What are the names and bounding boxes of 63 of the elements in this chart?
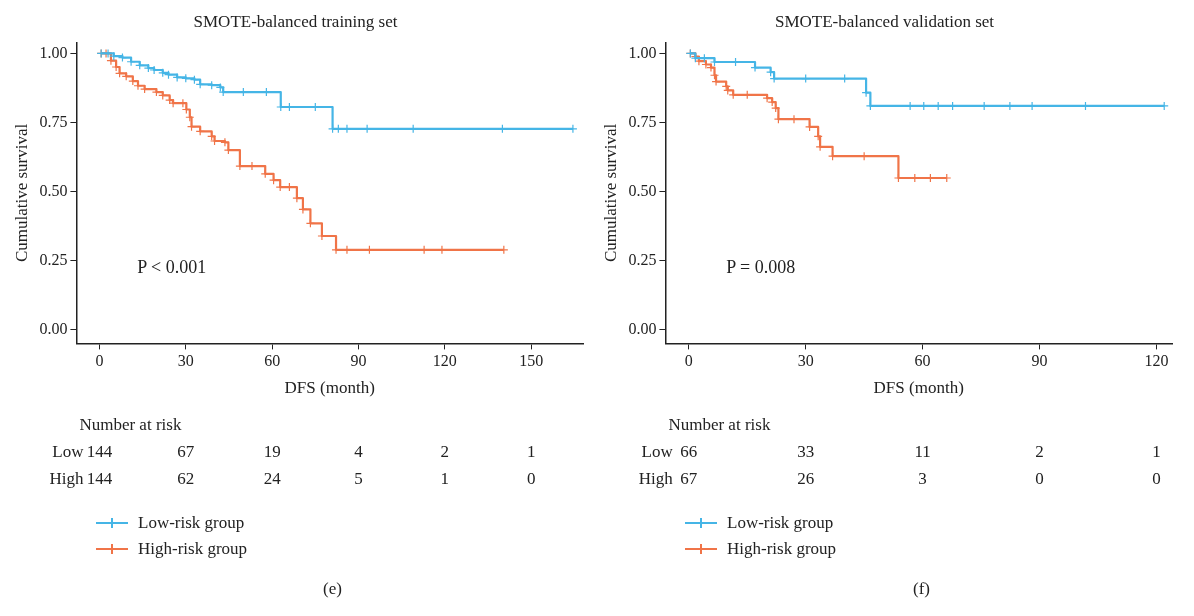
text: 11 xyxy=(914,441,931,461)
text: 3 xyxy=(918,468,927,488)
text: 2 xyxy=(1035,441,1044,461)
x-tick-label: 120 xyxy=(1144,352,1169,370)
x-tick-label: 0 xyxy=(95,352,104,370)
text: Number at risk xyxy=(668,414,771,434)
legend-label: High-risk group xyxy=(138,539,248,559)
text: (f) xyxy=(912,579,931,599)
x-axis-title: DFS (month) xyxy=(284,378,375,398)
x-axis-title: DFS (month) xyxy=(873,378,964,398)
legend-label: High-risk group xyxy=(727,539,837,559)
y-tick-label: 0.00 xyxy=(628,319,657,337)
text: High xyxy=(638,468,674,488)
text: 0 xyxy=(1152,468,1161,488)
text: 1 xyxy=(440,468,450,488)
text: Low xyxy=(52,441,85,461)
text: 19 xyxy=(263,441,281,461)
text: 67 xyxy=(680,468,698,488)
text: 1 xyxy=(1152,441,1161,461)
text: 0 xyxy=(526,468,536,488)
x-tick-label: 90 xyxy=(350,352,367,370)
text: 144 xyxy=(86,441,113,461)
legend-label: Low-risk group xyxy=(138,513,245,533)
text: 5 xyxy=(354,468,363,488)
text: 66 xyxy=(680,441,698,461)
x-tick-label: 30 xyxy=(177,352,194,370)
chart-title: SMOTE-balanced validation set xyxy=(774,11,995,31)
legend-label: Low-risk group xyxy=(727,513,834,533)
text: 1 xyxy=(526,441,536,461)
text: 0 xyxy=(1035,468,1044,488)
x-tick-label: 60 xyxy=(264,352,281,370)
text: 33 xyxy=(797,441,815,461)
y-axis-title: Cumulative survival xyxy=(600,123,620,263)
x-tick-label: 60 xyxy=(914,352,931,370)
text: 67 xyxy=(177,441,195,461)
y-axis-title: Cumulative survival xyxy=(11,123,31,263)
text: 24 xyxy=(263,468,282,488)
x-tick-label: 90 xyxy=(1031,352,1048,370)
text: (e) xyxy=(322,579,343,599)
text: 2 xyxy=(440,441,450,461)
x-tick-label: 120 xyxy=(432,352,457,370)
y-tick-label: 1.00 xyxy=(39,43,68,61)
text: Number at risk xyxy=(79,414,182,434)
annotation: P = 0.008 xyxy=(726,256,796,277)
y-tick-label: 0.25 xyxy=(628,250,657,268)
y-tick-label: 0.50 xyxy=(628,181,657,199)
x-tick-label: 150 xyxy=(519,352,544,370)
text: Low xyxy=(641,441,674,461)
text: 144 xyxy=(86,468,113,488)
y-tick-label: 0.50 xyxy=(39,181,68,199)
x-tick-label: 30 xyxy=(797,352,814,370)
y-tick-label: 0.75 xyxy=(628,112,657,130)
text: 62 xyxy=(177,468,195,488)
chart-title: SMOTE-balanced training set xyxy=(193,11,398,31)
y-tick-label: 1.00 xyxy=(628,43,657,61)
text: 4 xyxy=(354,441,364,461)
x-tick-label: 0 xyxy=(684,352,693,370)
text: High xyxy=(49,468,84,488)
y-tick-label: 0.25 xyxy=(39,250,68,268)
text: 26 xyxy=(797,468,815,488)
annotation: P < 0.001 xyxy=(137,256,207,277)
y-tick-label: 0.75 xyxy=(39,112,68,130)
y-tick-label: 0.00 xyxy=(39,319,68,337)
